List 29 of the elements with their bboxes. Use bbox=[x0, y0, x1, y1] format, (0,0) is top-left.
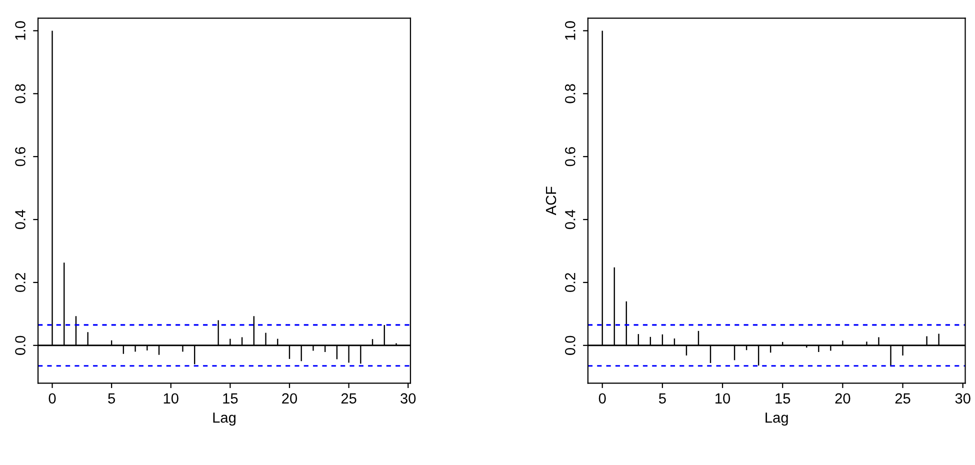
x-tick-label: 0 bbox=[48, 393, 56, 404]
x-tick-label: 30 bbox=[400, 393, 416, 404]
x-tick-label: 30 bbox=[955, 393, 970, 404]
x-axis-title: Lag bbox=[766, 412, 788, 426]
y-tick-label: 0.8 bbox=[15, 84, 26, 104]
x-tick-label: 20 bbox=[282, 393, 298, 404]
x-tick-label: 5 bbox=[108, 393, 116, 404]
y-tick-label: 0.0 bbox=[564, 336, 576, 355]
y-tick-label: 0.6 bbox=[15, 147, 26, 166]
x-tick-label: 5 bbox=[658, 393, 666, 404]
y-tick-label: 0.8 bbox=[564, 84, 576, 104]
y-tick-label: 0.6 bbox=[564, 147, 576, 166]
y-tick-label: 0.4 bbox=[564, 210, 576, 230]
y-tick-label: 0.4 bbox=[15, 210, 26, 230]
x-tick-label: 0 bbox=[598, 393, 606, 404]
x-tick-label: 10 bbox=[716, 393, 730, 404]
x-tick-label: 15 bbox=[223, 393, 238, 404]
x-axis-title: Lag bbox=[213, 412, 236, 426]
y-axis-title: ACF bbox=[546, 186, 556, 216]
x-tick-label: 25 bbox=[895, 393, 910, 404]
y-tick-label: 0.0 bbox=[15, 336, 26, 355]
x-tick-label: 10 bbox=[164, 393, 178, 404]
y-tick-label: 0.2 bbox=[564, 273, 576, 292]
x-tick-label: 20 bbox=[835, 393, 850, 404]
y-tick-label: 0.2 bbox=[15, 273, 26, 292]
x-tick-label: 15 bbox=[776, 393, 790, 404]
y-tick-label: 1.0 bbox=[15, 21, 26, 40]
y-tick-label: 1.0 bbox=[564, 21, 576, 40]
x-tick-label: 25 bbox=[341, 393, 356, 404]
